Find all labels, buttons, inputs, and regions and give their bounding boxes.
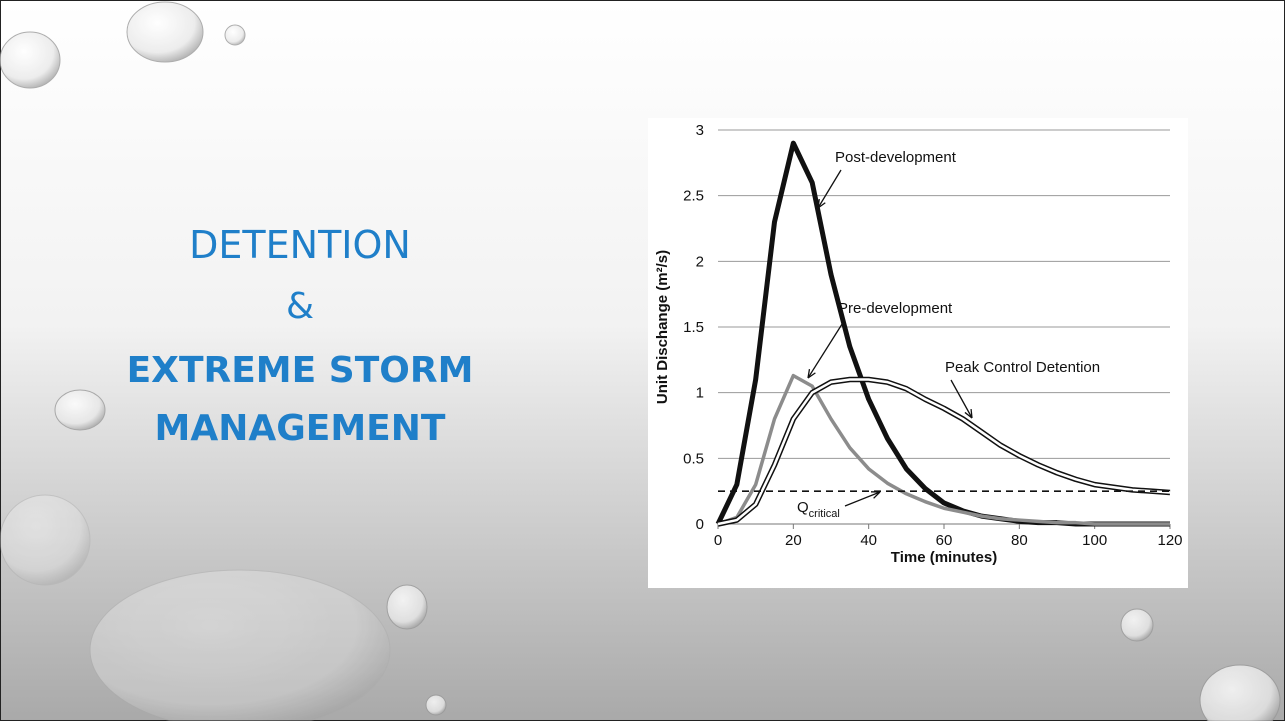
- series-label-subscript: critical: [809, 508, 840, 520]
- x-tick-label: 0: [714, 532, 722, 549]
- drop: [0, 495, 90, 585]
- y-tick-label: 2: [696, 253, 704, 270]
- x-tick-label: 80: [1011, 532, 1028, 549]
- chart-panel: [648, 118, 1188, 588]
- slide-title-line: MANAGEMENT: [155, 408, 446, 449]
- y-tick-label: 1: [696, 385, 704, 402]
- x-tick-label: 60: [936, 532, 953, 549]
- x-axis-label: Time (minutes): [891, 549, 997, 566]
- drop: [90, 570, 390, 721]
- series-label: Peak Control Detention: [945, 359, 1100, 376]
- y-axis-label: Unit Dischange (m²/s): [654, 250, 671, 404]
- slide-title-line: DETENTION: [189, 223, 411, 267]
- drop: [1121, 609, 1153, 641]
- x-tick-label: 40: [860, 532, 877, 549]
- drop: [225, 25, 245, 45]
- y-tick-label: 1.5: [683, 319, 704, 336]
- y-tick-label: 0: [696, 516, 704, 533]
- y-tick-label: 2.5: [683, 188, 704, 205]
- x-tick-label: 100: [1082, 532, 1107, 549]
- slide-title-line: EXTREME STORM: [127, 350, 474, 391]
- drop: [387, 585, 427, 629]
- drop: [55, 390, 105, 430]
- series-label: Pre-development: [838, 300, 953, 317]
- x-tick-label: 120: [1157, 532, 1182, 549]
- drop: [426, 695, 446, 715]
- drop: [127, 2, 203, 62]
- y-tick-label: 0.5: [683, 450, 704, 467]
- drop: [0, 32, 60, 88]
- y-tick-label: 3: [696, 122, 704, 139]
- x-tick-label: 20: [785, 532, 802, 549]
- series-label: Post-development: [835, 149, 957, 166]
- slide: DETENTION & EXTREME STORM MANAGEMENT 0 0.…: [0, 0, 1285, 721]
- slide-title-line: &: [286, 286, 314, 327]
